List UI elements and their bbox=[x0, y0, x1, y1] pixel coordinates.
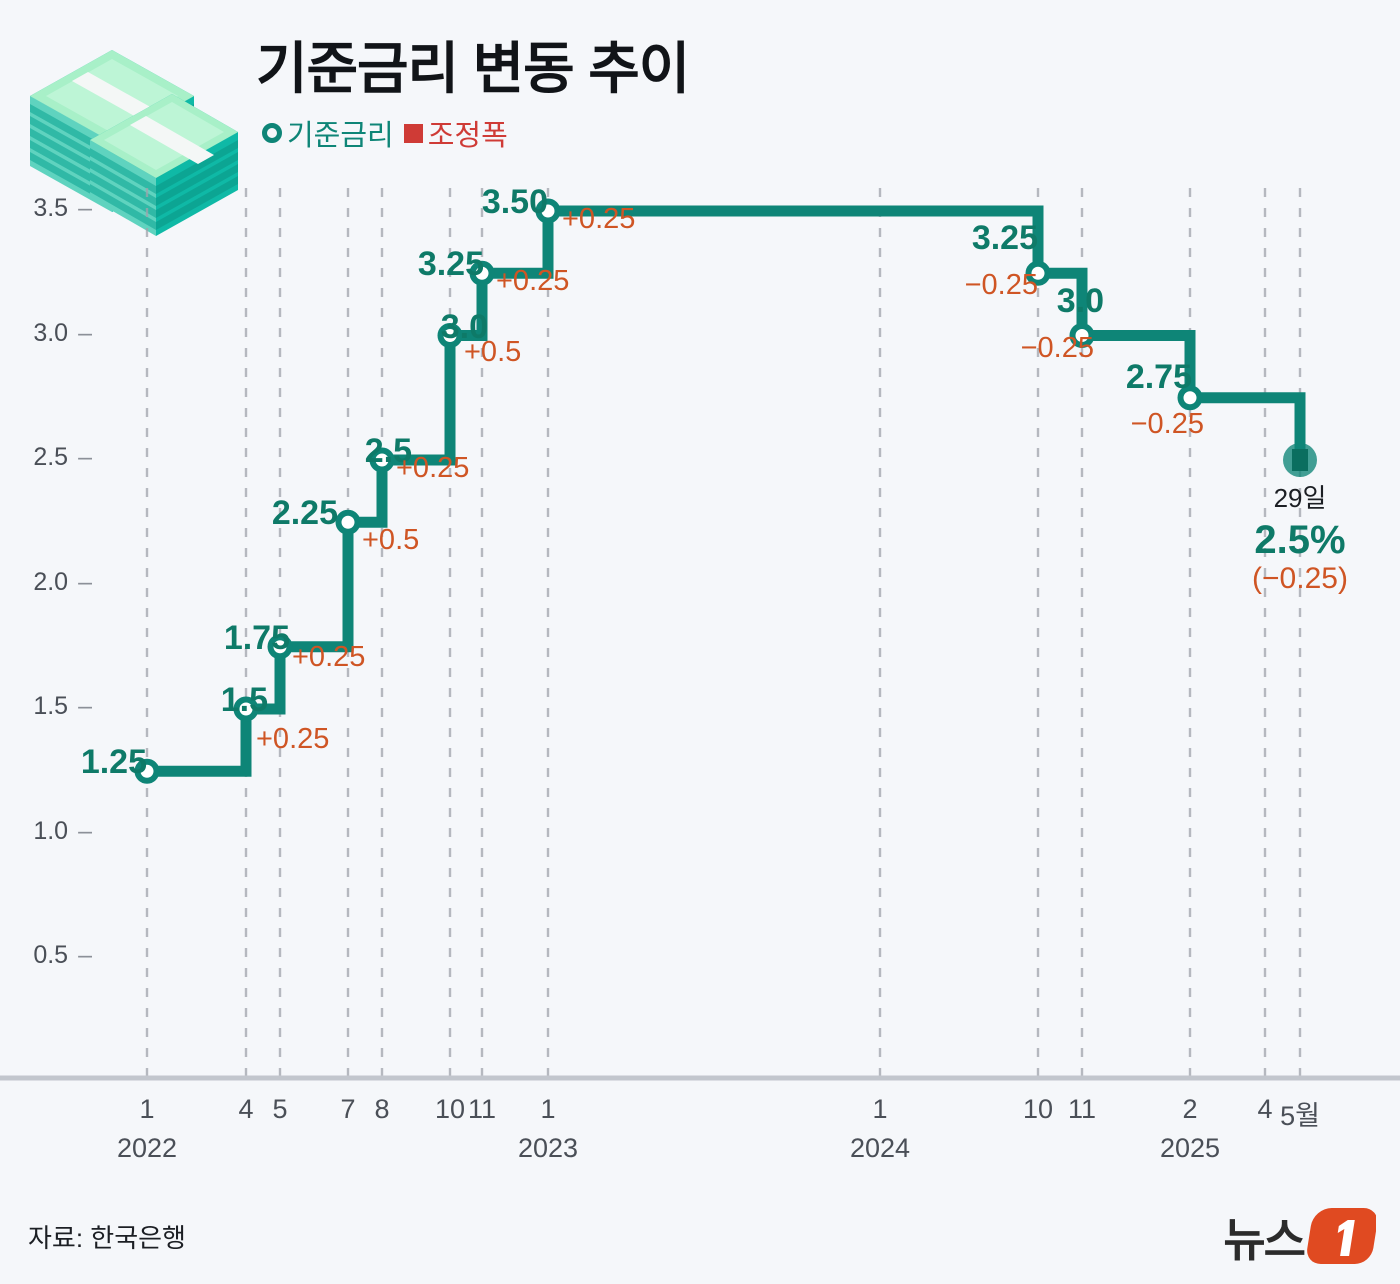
x-axis-tick: 8 bbox=[374, 1094, 390, 1124]
x-axis-tick: 4 bbox=[1257, 1094, 1273, 1124]
y-axis-tick: 2.5– bbox=[33, 443, 92, 471]
y-axis-tick: 1.5– bbox=[33, 692, 92, 720]
data-point-value-label: 3.25 bbox=[417, 245, 484, 284]
data-point-value-label: 1.75 bbox=[223, 618, 290, 657]
data-point-marker[interactable] bbox=[437, 323, 463, 348]
x-axis-tick: 5 bbox=[272, 1094, 288, 1124]
x-axis-tick: 10 bbox=[434, 1094, 466, 1124]
data-point-delta-label: +0.5 bbox=[362, 524, 420, 557]
chart-legend: 기준금리 조정폭 bbox=[262, 112, 508, 154]
x-axis-tick: 11 bbox=[1067, 1094, 1097, 1124]
data-point-delta-label: −0.25 bbox=[1130, 407, 1204, 440]
legend-label-rate: 기준금리 bbox=[287, 120, 394, 152]
y-axis-tick: 2.0– bbox=[33, 567, 92, 596]
data-point-delta-label: −0.25 bbox=[964, 269, 1038, 302]
x-axis-year: 2022 bbox=[116, 1133, 178, 1163]
x-axis-tick: 1 bbox=[872, 1094, 888, 1124]
legend-label-delta: 조정폭 bbox=[427, 120, 508, 152]
brand-text: 뉴스 bbox=[1223, 1214, 1306, 1266]
data-point-marker[interactable] bbox=[267, 634, 293, 660]
brand-one-mark-icon bbox=[1307, 1208, 1376, 1264]
data-point-marker[interactable] bbox=[535, 198, 561, 224]
x-axis-tick: 4 bbox=[238, 1094, 254, 1124]
endpoint-marker[interactable] bbox=[1292, 449, 1308, 471]
data-point-value-label: 3.0 bbox=[1056, 281, 1104, 320]
y-axis-tick: 1.0– bbox=[33, 816, 92, 845]
data-point-marker[interactable] bbox=[469, 260, 495, 286]
data-point-delta-label: +0.25 bbox=[562, 203, 636, 235]
y-axis-tick: 3.0– bbox=[33, 318, 92, 347]
x-axis-tick: 11 bbox=[467, 1094, 497, 1124]
x-axis-year: 2024 bbox=[849, 1133, 911, 1163]
data-point-value-label: 2.25 bbox=[271, 494, 338, 533]
data-point-delta-label: +0.25 bbox=[396, 452, 470, 484]
money-stacks-icon bbox=[12, 8, 242, 238]
x-axis-year: 2023 bbox=[517, 1133, 579, 1163]
x-axis-tick: 10 bbox=[1022, 1094, 1054, 1124]
x-axis-tick: 2 bbox=[1182, 1094, 1198, 1124]
legend-item-delta: 조정폭 bbox=[403, 112, 508, 154]
legend-item-rate: 기준금리 bbox=[262, 112, 394, 154]
y-axis-tick: 0.5– bbox=[33, 941, 92, 969]
page-title: 기준금리 변동 추이 bbox=[256, 37, 690, 100]
data-point-value-label: 1.25 bbox=[80, 743, 147, 782]
data-point-marker[interactable] bbox=[1069, 323, 1095, 348]
data-point-delta-label: +0.5 bbox=[464, 335, 522, 368]
data-point-marker[interactable] bbox=[233, 696, 259, 722]
data-point-value-label: 2.75 bbox=[1125, 357, 1192, 396]
data-point-marker[interactable] bbox=[1025, 260, 1051, 286]
data-point-delta-label: +0.25 bbox=[256, 723, 330, 755]
data-point-value-label: 1.5 bbox=[220, 681, 268, 719]
endpoint-delta-label: (−0.25) bbox=[1252, 562, 1348, 595]
endpoint-rate-label: 2.5% bbox=[1254, 518, 1346, 562]
x-axis-tick: 7 bbox=[340, 1094, 356, 1124]
data-point-value-label: 2.5 bbox=[364, 432, 412, 470]
data-point-delta-label: −0.25 bbox=[1020, 331, 1094, 364]
brand-logo: 뉴스 bbox=[1223, 1204, 1376, 1270]
data-point-value-label: 3.50 bbox=[481, 183, 548, 221]
data-point-value-label: 3.25 bbox=[971, 219, 1038, 258]
x-axis-year: 2025 bbox=[1159, 1133, 1221, 1163]
data-point-marker[interactable] bbox=[1177, 385, 1203, 411]
data-point-marker[interactable] bbox=[134, 758, 160, 784]
ring-marker-icon bbox=[262, 123, 282, 143]
source-caption: 자료: 한국은행 bbox=[28, 1223, 186, 1253]
data-point-marker[interactable] bbox=[369, 447, 395, 473]
endpoint-day-label: 29일 bbox=[1273, 483, 1327, 513]
data-point-delta-label: +0.25 bbox=[292, 640, 366, 673]
data-point-marker[interactable] bbox=[335, 509, 361, 535]
x-axis-tick: 5월 bbox=[1280, 1101, 1320, 1131]
x-axis-tick: 1 bbox=[139, 1094, 155, 1124]
data-point-value-label: 3.0 bbox=[440, 307, 488, 346]
x-axis-tick: 1 bbox=[540, 1094, 556, 1124]
data-point-delta-label: +0.25 bbox=[496, 265, 570, 298]
rate-step-line bbox=[147, 205, 1306, 777]
square-marker-icon bbox=[403, 123, 423, 143]
y-axis-tick: 3.5– bbox=[33, 194, 92, 222]
